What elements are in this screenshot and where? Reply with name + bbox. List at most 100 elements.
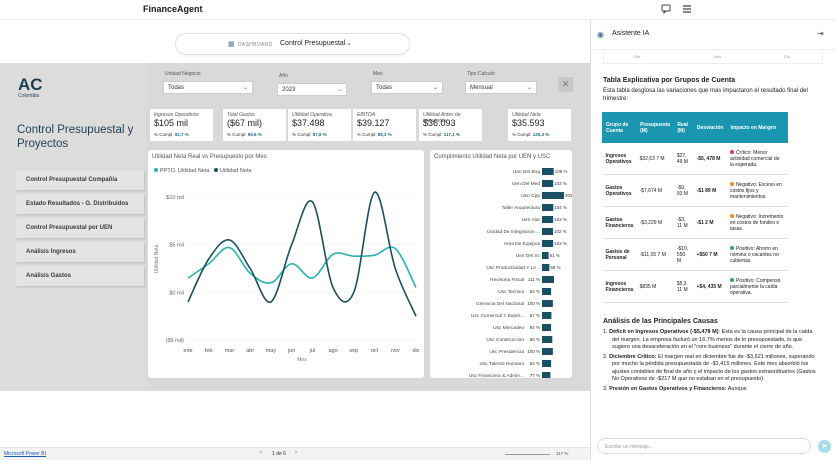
bar-category-label: Usc Productividad Y Le... [486,265,540,271]
bar[interactable] [542,204,554,211]
nav-estado-resultados[interactable]: Estado Resultados - G. Distribuidos [16,194,144,214]
cause-number: 1. [603,329,610,335]
kpi-pct: % Cumpl: 88,3 % [357,132,392,137]
chat-icon[interactable] [660,4,671,15]
impacto-text: Positivo: Compensó parcialmente la caída… [729,277,781,296]
nav-analisis-gastos[interactable]: Análisis Gastos [16,266,144,286]
bar-chart-title: Cumplimiento Utilidad Neta por UEN y USC [434,154,551,160]
bar[interactable] [542,360,552,367]
kpi-pct-value: 92,7 % [174,132,189,137]
cause-number: 2. [603,353,610,360]
legend-marker [154,168,158,172]
filter-mes-select[interactable]: Todas ⌄ [371,81,443,94]
bar[interactable] [542,252,549,259]
impacto-text: Negativo: Incremento en costos de fondeo… [729,213,784,232]
bar-value-label: 103 % [554,241,567,246]
cell-desviacion: -$5, 478 M [693,142,727,175]
desviacion-value: +$4, 435 M [696,283,722,290]
cell-impacto: Negativo: Exceso en costos fijos y mante… [726,174,788,207]
prev-page-icon[interactable]: ‹ [260,450,262,456]
kpi-title: Utilidad Neta [512,112,541,118]
dashboard-panel: ▦ DASHBOARD Control Presupuestal ⌄ AC Co… [0,20,590,460]
series-line[interactable] [187,246,417,288]
bar[interactable] [542,324,552,331]
bar[interactable] [542,348,553,355]
cause-item: 2. Diciembre Crítico: El margen real en … [603,354,819,384]
filter-tipo-select[interactable]: Mensual ⌄ [465,81,537,94]
bar-value-label: 100 % [527,301,540,306]
report-selector[interactable]: ▦ DASHBOARD Control Presupuestal ⌄ [175,33,410,55]
bar-category-label: Usc Financiera & Admin... [469,373,524,378]
desviacion-value: -$1 2 M [696,219,714,226]
cause-item: 3. Presión en Gastos Operativos y Financ… [603,386,819,394]
filter-ano-select[interactable]: 2023 ⌄ [277,83,347,96]
table-header-cell: Grupo de Cuenta [601,112,638,143]
bar-value-label: 61 % [550,253,560,258]
bar-chart: Uen Del Bog 108 % Uen Del Med 103 % Uen Cpp 2… [469,168,572,378]
table-heading: Tabla Explicativa por Grupos de Cuenta [603,77,736,84]
grupo-name: Gastos de Personal [605,248,630,261]
grupo-name: Gastos Operativos [605,184,632,197]
bar[interactable] [542,168,554,175]
nav-control-uen[interactable]: Control Presupuestal por UEN [16,218,144,238]
kpi-pct: % Cumpl: 92,7 % [154,132,189,137]
series-line[interactable] [187,191,417,317]
bar[interactable] [542,264,550,271]
kpi-title: Utilidad Operativa [292,112,332,118]
cell-desviacion: -$1 89 M [693,174,727,207]
powerbi-link[interactable]: Microsoft Power BI [4,451,46,457]
bar[interactable] [542,372,551,378]
bar[interactable] [542,312,552,319]
x-tick-label: mar [225,348,235,354]
report-name: Control Presupuestal [280,40,346,47]
bar-value-label: 95 % [530,337,540,342]
bar[interactable] [542,180,554,187]
collapse-panel-icon[interactable]: ⇥ [817,29,824,38]
kpi-pct-value: 88,3 % [377,132,392,137]
table-row: Gastos Financieros -$3,229 M -$3, 11 M -$1 … [602,206,788,239]
filter-unidad-select[interactable]: Todas ⌄ [163,81,253,94]
bar[interactable] [542,276,555,283]
company-logo-sub: Colombia [18,93,40,99]
report-footer: Microsoft Power BI ‹ 1 de 6 › 117 % [0,447,590,460]
bar-chart-card: Cumplimiento Utilidad Neta por UEN y USC… [430,150,572,378]
nav-analisis-ingresos[interactable]: Análisis Ingresos [16,242,144,262]
y-tick-label: $10 mil [166,195,184,201]
cause-item: 1. Déficit en Ingresos Operativos (-$5,4… [603,329,819,352]
legend-marker [214,168,218,172]
kpi-card: Total Gastos ($67 mil) % Cumpl: 95,6 % [223,109,286,141]
zoom-slider[interactable] [505,454,550,455]
next-page-icon[interactable]: › [295,450,297,456]
clear-filters-icon[interactable]: ✕ [558,77,573,92]
top-bar: FinanceAgent [0,0,836,20]
bar-value-label: 68 % [550,265,560,270]
x-tick-label: may [266,348,277,354]
bar[interactable] [542,216,554,223]
cell-grupo: Gastos Financieros [602,206,637,239]
bar[interactable] [542,228,554,235]
table-row: Ingresos Financieros $835 M $5,3 11 M +$4, … [602,270,788,303]
kpi-title: Utilidad Antes de Impuestos [423,112,461,124]
bar-category-label: Area De Equipos [504,241,541,247]
bar[interactable] [542,240,554,247]
bar[interactable] [542,300,553,307]
bar-value-label: 87 % [530,313,540,318]
cell-desviacion: +$4, 435 M [693,270,727,303]
bar[interactable] [542,336,553,343]
nav-control-compania[interactable]: Control Presupuestal Compañía [16,170,144,190]
bar[interactable] [542,288,552,295]
cell-real: $5,3 11 M [673,270,694,303]
line-chart-card: Utilidad Neta Real vs Presupuesto por Me… [148,150,424,378]
send-icon[interactable]: ➤ [818,440,831,453]
bar-category-label: Uen Alor [522,217,541,223]
grupo-name: Ingresos Financieros [605,280,634,293]
chevron-down-icon: ⌄ [346,40,352,47]
bar[interactable] [542,192,564,199]
zoom-level: 117 % [556,451,569,456]
explanation-table: Grupo de Cuenta Presupuesto (M) Real (M) De… [601,112,788,303]
kpi-pct: % Cumpl: 87,8 % [292,132,327,137]
assistant-header: ◉ Asistente IA ⇥ [591,20,836,50]
message-input[interactable]: Escribe un mensaje... [597,438,811,454]
cell-presupuesto: $32,63 7 M [636,142,674,175]
menu-icon[interactable] [681,4,692,15]
